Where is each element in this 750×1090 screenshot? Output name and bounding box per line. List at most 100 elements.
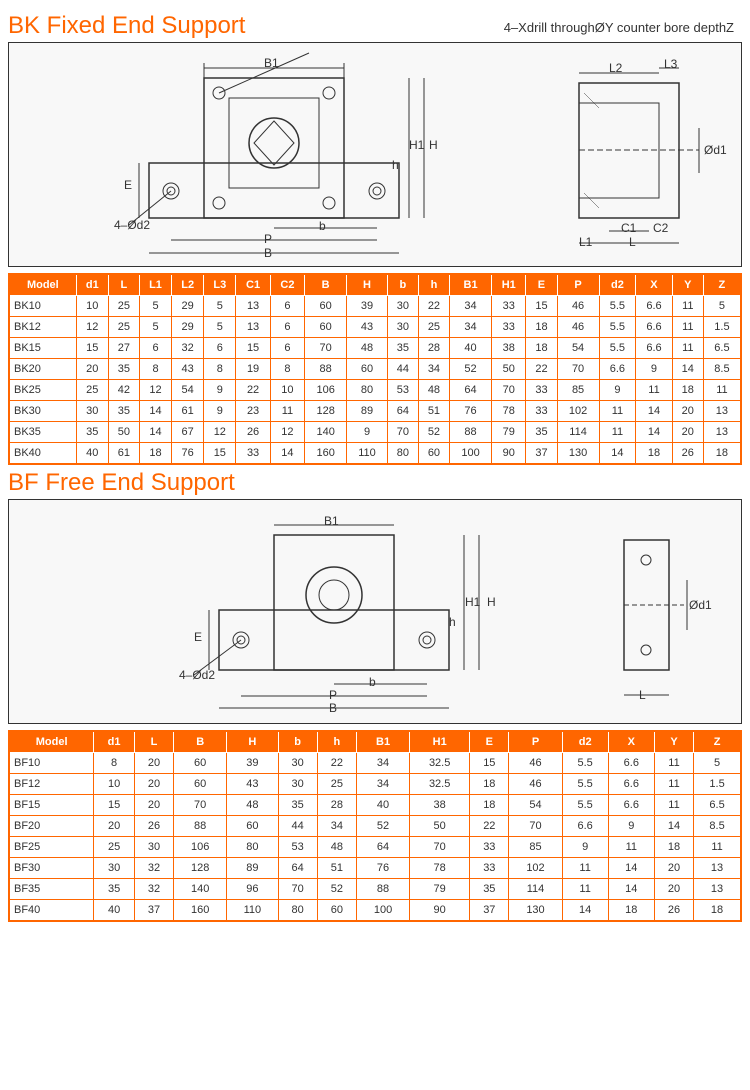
table-cell: 15 [204, 443, 236, 465]
table-cell: 5.5 [562, 774, 608, 795]
table-cell: 40 [94, 900, 135, 922]
table-cell: 160 [174, 900, 227, 922]
table-row: BK121225529513660433025343318465.56.6111… [9, 317, 741, 338]
column-header: H1 [492, 274, 526, 296]
table-cell: 20 [134, 774, 173, 795]
table-cell: BK20 [9, 359, 76, 380]
table-cell: 25 [108, 296, 139, 317]
table-cell: 46 [557, 296, 599, 317]
table-cell: 76 [172, 443, 204, 465]
table-row: BF20202688604434525022706.69148.5 [9, 816, 741, 837]
table-cell: BK40 [9, 443, 76, 465]
table-cell: 11 [599, 422, 636, 443]
bf-title: BF Free End Support [8, 469, 742, 497]
table-cell: 35 [108, 401, 139, 422]
table-cell: BK10 [9, 296, 76, 317]
table-cell: 48 [317, 837, 356, 858]
column-header: Y [672, 274, 703, 296]
table-cell: 11 [654, 774, 693, 795]
column-header: P [557, 274, 599, 296]
table-cell: 130 [557, 443, 599, 465]
table-cell: 128 [305, 401, 347, 422]
table-cell: 26 [236, 422, 270, 443]
table-cell: 34 [418, 359, 449, 380]
table-cell: BK15 [9, 338, 76, 359]
table-cell: 13 [694, 879, 741, 900]
table-cell: 8.5 [703, 359, 741, 380]
table-row: BK30303514619231112889645176783310211142… [9, 401, 741, 422]
table-cell: 51 [317, 858, 356, 879]
bf-dim-l: L [639, 688, 646, 702]
table-cell: 1.5 [703, 317, 741, 338]
table-cell: 18 [654, 837, 693, 858]
table-row: BK202035843819888604434525022706.69148.5 [9, 359, 741, 380]
dim-b: b [319, 219, 326, 233]
table-cell: 12 [204, 422, 236, 443]
column-header: L1 [139, 274, 171, 296]
table-cell: 114 [557, 422, 599, 443]
dim-e: E [124, 178, 132, 192]
column-header: B1 [356, 731, 409, 753]
table-cell: 33 [236, 443, 270, 465]
table-cell: 40 [76, 443, 108, 465]
table-cell: 37 [526, 443, 557, 465]
table-cell: 79 [492, 422, 526, 443]
column-header: Model [9, 731, 94, 753]
table-cell: 89 [227, 858, 278, 879]
table-cell: 22 [236, 380, 270, 401]
table-cell: 22 [470, 816, 509, 837]
table-cell: 34 [317, 816, 356, 837]
table-cell: 50 [410, 816, 470, 837]
table-cell: 18 [636, 443, 673, 465]
bk-diagram: B1 H H1 h b P B E L2 L3 L L1 C1 C2 Ød1 4… [8, 42, 742, 267]
table-cell: 30 [94, 858, 135, 879]
table-cell: 85 [509, 837, 562, 858]
table-cell: 32 [172, 338, 204, 359]
table-row: BF252530106805348647033859111811 [9, 837, 741, 858]
table-cell: 10 [94, 774, 135, 795]
table-cell: 37 [134, 900, 173, 922]
table-cell: 140 [305, 422, 347, 443]
table-cell: 30 [76, 401, 108, 422]
table-cell: 50 [492, 359, 526, 380]
table-cell: 70 [509, 816, 562, 837]
table-cell: 34 [449, 296, 491, 317]
column-header: L3 [204, 274, 236, 296]
table-cell: 30 [134, 837, 173, 858]
table-cell: 6.5 [703, 338, 741, 359]
table-cell: 18 [694, 900, 741, 922]
table-cell: 14 [636, 401, 673, 422]
column-header: Model [9, 274, 76, 296]
dim-l2: L2 [609, 61, 622, 75]
column-header: C1 [236, 274, 270, 296]
dim-bb: B [264, 246, 272, 260]
table-cell: 5.5 [599, 296, 636, 317]
table-cell: 5.5 [599, 317, 636, 338]
table-cell: 20 [654, 858, 693, 879]
column-header: L [134, 731, 173, 753]
dim-b1: B1 [264, 56, 279, 70]
table-cell: 35 [108, 359, 139, 380]
bf-dim-p: P [329, 688, 337, 702]
table-cell: 11 [636, 380, 673, 401]
table-cell: 14 [139, 422, 171, 443]
table-cell: 9 [347, 422, 388, 443]
table-cell: 35 [278, 795, 317, 816]
column-header: C2 [270, 274, 304, 296]
table-cell: 5 [139, 296, 171, 317]
table-cell: 39 [227, 753, 278, 774]
table-cell: 60 [305, 296, 347, 317]
table-cell: 30 [387, 296, 418, 317]
table-cell: BK30 [9, 401, 76, 422]
table-cell: BF25 [9, 837, 94, 858]
table-cell: 29 [172, 296, 204, 317]
table-cell: 15 [94, 795, 135, 816]
table-cell: 90 [492, 443, 526, 465]
table-row: BF30303212889645176783310211142013 [9, 858, 741, 879]
table-cell: 33 [470, 858, 509, 879]
table-cell: 9 [562, 837, 608, 858]
table-cell: 78 [410, 858, 470, 879]
table-cell: 140 [174, 879, 227, 900]
table-cell: 80 [227, 837, 278, 858]
bf-dim-e: E [194, 630, 202, 644]
